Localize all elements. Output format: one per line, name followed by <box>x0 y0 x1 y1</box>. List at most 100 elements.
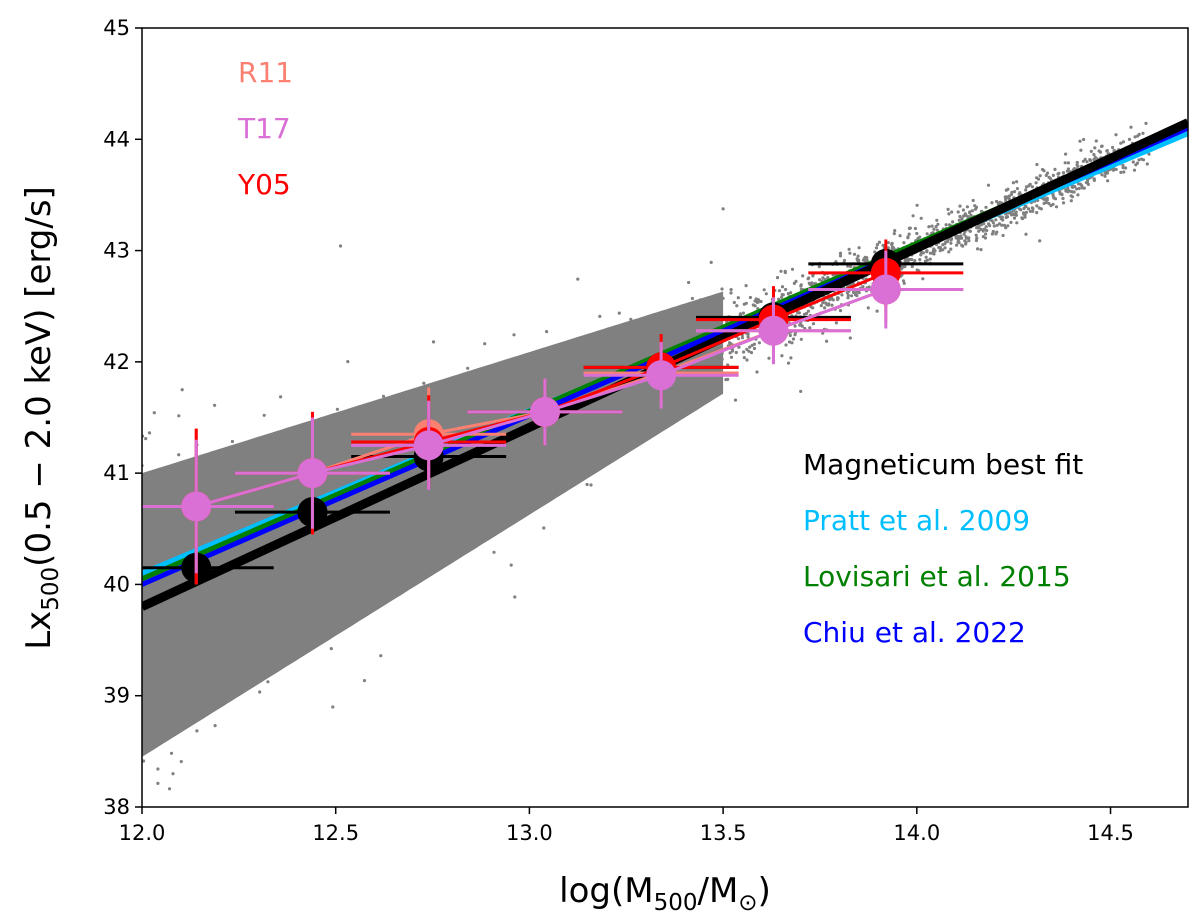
scatter-point <box>466 421 470 425</box>
scatter-point <box>167 632 171 636</box>
scatter-point <box>303 644 307 648</box>
scatter-point <box>1079 148 1083 152</box>
scatter-point <box>333 530 337 534</box>
scatter-point <box>596 403 600 408</box>
scatter-point <box>1075 160 1079 165</box>
scatter-point <box>174 610 178 615</box>
scatter-point <box>999 217 1004 221</box>
scatter-point <box>156 648 160 652</box>
scatter-point <box>205 611 209 615</box>
scatter-point <box>907 226 912 230</box>
scatter-point <box>147 553 151 557</box>
scatter-point <box>799 389 803 393</box>
scatter-point <box>153 640 157 644</box>
scatter-point <box>339 578 343 582</box>
scatter-point <box>332 525 336 529</box>
scatter-point <box>253 500 257 504</box>
scatter-point <box>288 560 292 565</box>
scatter-point <box>683 385 687 389</box>
scatter-point <box>508 450 512 454</box>
scatter-point <box>446 510 450 514</box>
scatter-point <box>838 309 843 313</box>
scatter-point <box>192 530 196 534</box>
scatter-point <box>415 561 419 565</box>
scatter-point <box>287 552 291 557</box>
scatter-point <box>317 569 321 573</box>
scatter-point <box>301 557 305 562</box>
scatter-point <box>147 431 152 435</box>
scatter-point <box>224 639 228 644</box>
scatter-point <box>627 407 631 411</box>
scatter-point <box>324 586 328 590</box>
scatter-point <box>165 630 170 634</box>
scatter-point <box>643 387 647 391</box>
scatter-point <box>149 644 153 648</box>
scatter-point <box>304 489 308 493</box>
scatter-point <box>1064 152 1068 156</box>
scatter-point <box>208 587 212 591</box>
scatter-point <box>472 488 476 492</box>
scatter-point <box>468 376 472 380</box>
scatter-point <box>387 497 391 501</box>
scatter-point <box>321 529 325 533</box>
scatter-point <box>907 257 912 262</box>
scatter-point <box>709 347 714 351</box>
scatter-point <box>316 566 320 570</box>
scatter-point <box>150 520 154 524</box>
scatter-point <box>178 627 182 631</box>
scatter-point <box>299 552 303 557</box>
scatter-point <box>1072 190 1076 194</box>
scatter-point <box>153 582 157 586</box>
scatter-point <box>542 526 546 530</box>
scatter-point <box>307 621 311 625</box>
scatter-point <box>1103 174 1107 178</box>
scatter-point <box>542 496 546 500</box>
scatter-point <box>229 551 233 555</box>
scatter-point <box>434 482 438 486</box>
scatter-point <box>1054 205 1059 209</box>
scatter-point <box>614 443 618 447</box>
scatter-point <box>297 546 301 550</box>
scatter-point <box>213 403 217 407</box>
scatter-point <box>185 609 189 613</box>
scatter-point <box>464 467 468 471</box>
scatter-point <box>171 610 175 614</box>
scatter-point <box>177 546 182 550</box>
scatter-point <box>362 407 366 412</box>
scatter-point <box>323 528 327 533</box>
scatter-point <box>788 333 792 338</box>
scatter-point <box>501 484 505 488</box>
scatter-point <box>716 320 720 324</box>
scatter-point <box>275 558 279 562</box>
scatter-point <box>686 382 690 387</box>
scatter-point <box>364 517 368 521</box>
scatter-point <box>590 453 594 457</box>
scatter-point <box>497 450 501 454</box>
scatter-point <box>144 557 148 562</box>
scatter-point <box>319 546 323 550</box>
scatter-point <box>218 631 222 635</box>
scatter-point <box>379 654 383 658</box>
scatter-point <box>211 693 216 697</box>
scatter-point <box>484 477 489 481</box>
scatter-point <box>238 552 242 557</box>
scatter-point <box>1066 167 1070 171</box>
scatter-point <box>821 301 825 305</box>
scatter-point <box>571 359 575 363</box>
scatter-point <box>866 306 870 310</box>
scatter-point <box>439 481 443 485</box>
scatter-point <box>1094 139 1098 143</box>
scatter-point <box>962 214 966 218</box>
scatter-point <box>343 481 347 485</box>
scatter-point <box>382 532 386 536</box>
scatter-point <box>749 351 754 355</box>
scatter-point <box>634 397 638 401</box>
scatter-point <box>1028 209 1032 213</box>
scatter-point <box>797 311 801 315</box>
scatter-point <box>144 669 148 673</box>
scatter-point <box>412 544 416 548</box>
scatter-point <box>464 486 469 490</box>
scatter-point <box>513 357 518 361</box>
scatter-point <box>622 419 626 423</box>
scatter-point <box>579 348 583 352</box>
